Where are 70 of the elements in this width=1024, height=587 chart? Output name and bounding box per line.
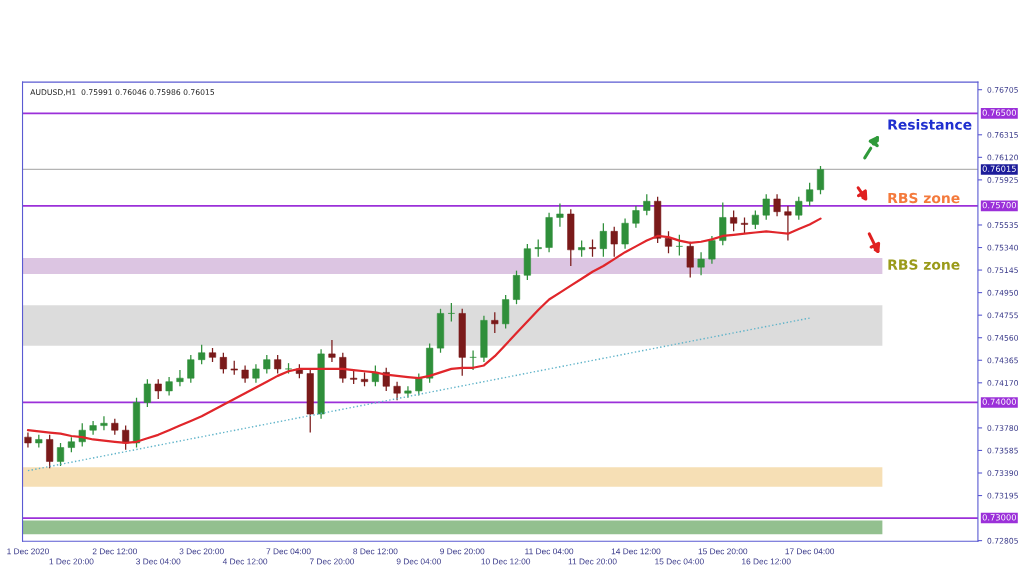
x-tick-label: 15 Dec 20:00 <box>698 548 748 555</box>
x-tick-label: 16 Dec 12:00 <box>742 558 791 565</box>
candlestick <box>675 234 683 257</box>
candlestick <box>643 193 651 216</box>
x-tick-label: 3 Dec 04:00 <box>136 558 181 565</box>
candlestick <box>198 344 206 365</box>
annotation: RBS zone <box>888 192 960 204</box>
candlestick <box>816 165 825 195</box>
candlestick <box>263 354 271 375</box>
line-series <box>26 217 822 445</box>
ref-line-label: 0.76015 <box>982 165 1016 172</box>
ref-line-label: 0.74000 <box>982 398 1016 405</box>
x-tick-label: 9 Dec 04:00 <box>396 558 441 565</box>
x-tick-label: 2 Dec 12:00 <box>92 548 137 555</box>
x-tick-label: 11 Dec 04:00 <box>525 548 574 555</box>
candlestick <box>686 241 694 279</box>
x-tick-label: 7 Dec 04:00 <box>266 548 311 555</box>
candlestick <box>187 354 195 384</box>
candlestick <box>664 230 673 254</box>
candlestick <box>274 354 282 375</box>
x-tick-label: 17 Dec 04:00 <box>785 548 835 555</box>
candlestick <box>339 352 347 384</box>
candlestick <box>621 217 629 250</box>
ref-line-label: 0.75700 <box>982 202 1016 209</box>
candlestick <box>632 205 640 229</box>
candlestick <box>154 378 162 400</box>
x-tick-label: 9 Dec 20:00 <box>440 548 485 555</box>
x-tick-label: 15 Dec 04:00 <box>655 558 704 565</box>
candlestick <box>795 196 803 221</box>
candlestick <box>143 378 151 408</box>
candlestick <box>100 415 108 431</box>
x-tick-label: 1 Dec 2020 <box>7 548 49 555</box>
candlestick <box>252 363 260 384</box>
x-tick-label: 3 Dec 20:00 <box>179 548 224 555</box>
x-tick-label: 8 Dec 12:00 <box>353 548 398 555</box>
candlestick <box>56 442 65 467</box>
annotation: Resistance <box>888 119 972 130</box>
candlestick <box>784 205 792 242</box>
x-tick-label: 4 Dec 12:00 <box>222 558 268 565</box>
candlestick <box>719 201 727 246</box>
candlestick <box>708 235 716 265</box>
candlestick <box>762 193 770 221</box>
candlestick <box>773 193 781 217</box>
candlestick <box>328 339 336 363</box>
candlestick <box>556 202 564 228</box>
candlestick <box>447 302 455 323</box>
candlestick <box>404 385 412 399</box>
candlestick <box>46 434 54 469</box>
x-tick-label: 14 Dec 12:00 <box>611 548 661 555</box>
candlestick <box>599 222 607 258</box>
candlestick <box>393 381 401 401</box>
candlestick <box>176 369 184 387</box>
candlestick <box>610 226 618 258</box>
x-tick-label: 7 Dec 20:00 <box>309 558 355 565</box>
candlestick <box>697 251 705 276</box>
candlestick <box>219 352 227 375</box>
x-tick-label: 11 Dec 20:00 <box>568 558 617 565</box>
candlestick <box>730 209 738 232</box>
x-tick-label: 10 Dec 12:00 <box>481 558 531 565</box>
x-tick-label: 1 Dec 20:00 <box>49 558 94 565</box>
candlestick <box>806 182 814 207</box>
annotation: RBS zone <box>888 259 960 270</box>
ref-line-label: 0.76500 <box>982 109 1016 116</box>
candlestick <box>491 311 499 334</box>
ref-line-label: 0.73000 <box>982 514 1016 521</box>
candlestick <box>751 209 759 230</box>
candlestick <box>89 420 97 436</box>
candlestick <box>122 424 130 451</box>
candlestick <box>165 376 173 397</box>
candlestick <box>415 372 423 397</box>
